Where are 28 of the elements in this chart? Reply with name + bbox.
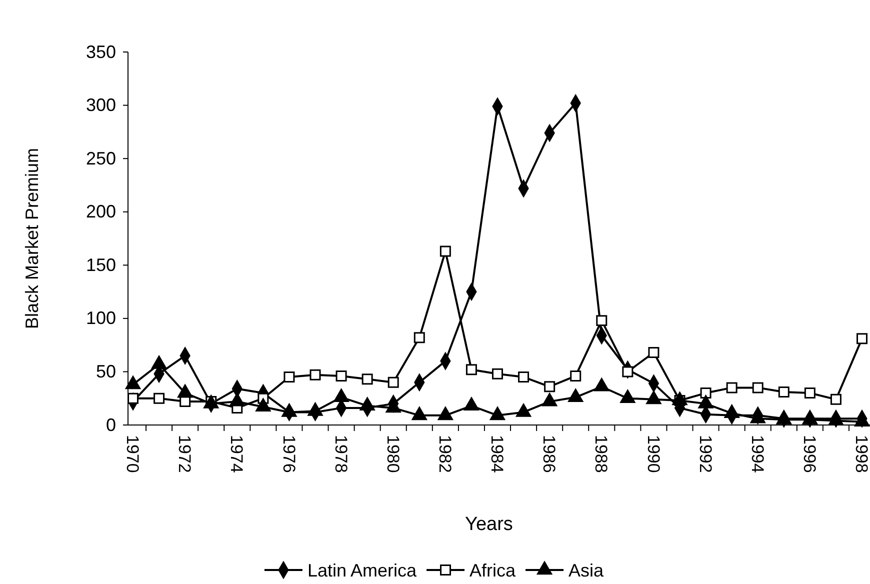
legend-label: Asia bbox=[568, 560, 605, 580]
x-tick-label: 1994 bbox=[748, 435, 767, 473]
x-tick-label: 1974 bbox=[227, 435, 246, 473]
x-axis-title: Years bbox=[465, 514, 513, 535]
x-tick-label: 1984 bbox=[488, 435, 507, 473]
x-tick-label: 1976 bbox=[279, 435, 298, 473]
x-tick-label: 1998 bbox=[852, 435, 870, 473]
y-tick-label: 300 bbox=[86, 95, 116, 116]
y-tick-label: 50 bbox=[96, 361, 116, 382]
x-tick-label: 1988 bbox=[592, 435, 611, 473]
y-tick-label: 350 bbox=[86, 42, 116, 62]
y-tick-label: 200 bbox=[86, 202, 116, 222]
y-tick-label: 150 bbox=[86, 254, 116, 275]
y-tick-label: 250 bbox=[86, 148, 116, 168]
x-tick-label: 1996 bbox=[800, 435, 819, 473]
y-tick-label: 0 bbox=[106, 414, 116, 435]
legend-label: Africa bbox=[470, 560, 517, 580]
x-tick-label: 1992 bbox=[696, 435, 715, 473]
legend-label: Latin America bbox=[307, 560, 418, 580]
x-tick-label: 1978 bbox=[331, 435, 350, 473]
y-tick-label: 100 bbox=[86, 308, 116, 328]
x-tick-label: 1970 bbox=[123, 435, 142, 473]
x-tick-label: 1980 bbox=[383, 435, 402, 473]
x-tick-label: 1982 bbox=[435, 435, 454, 473]
x-tick-label: 1990 bbox=[644, 435, 663, 473]
x-tick-label: 1986 bbox=[540, 435, 559, 473]
y-axis-title: Black Market Premium bbox=[22, 148, 42, 330]
x-tick-label: 1972 bbox=[175, 435, 194, 473]
